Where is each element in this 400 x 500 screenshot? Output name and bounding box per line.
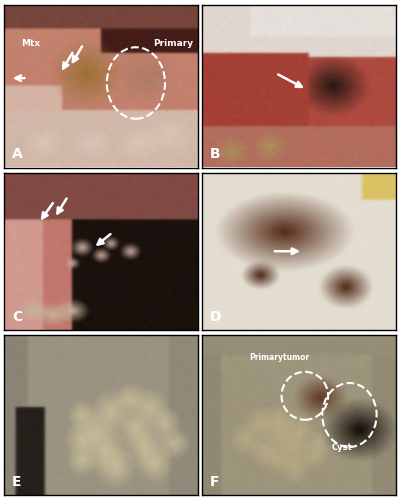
Text: A: A bbox=[12, 147, 22, 161]
Text: C: C bbox=[12, 310, 22, 324]
Text: Cyst: Cyst bbox=[331, 442, 352, 452]
Text: Primarytumor: Primarytumor bbox=[250, 353, 310, 362]
Text: Mtx: Mtx bbox=[22, 40, 41, 48]
Text: Primary: Primary bbox=[153, 40, 193, 48]
Text: E: E bbox=[12, 474, 21, 488]
Text: D: D bbox=[210, 310, 221, 324]
Text: B: B bbox=[210, 147, 220, 161]
Text: F: F bbox=[210, 474, 219, 488]
